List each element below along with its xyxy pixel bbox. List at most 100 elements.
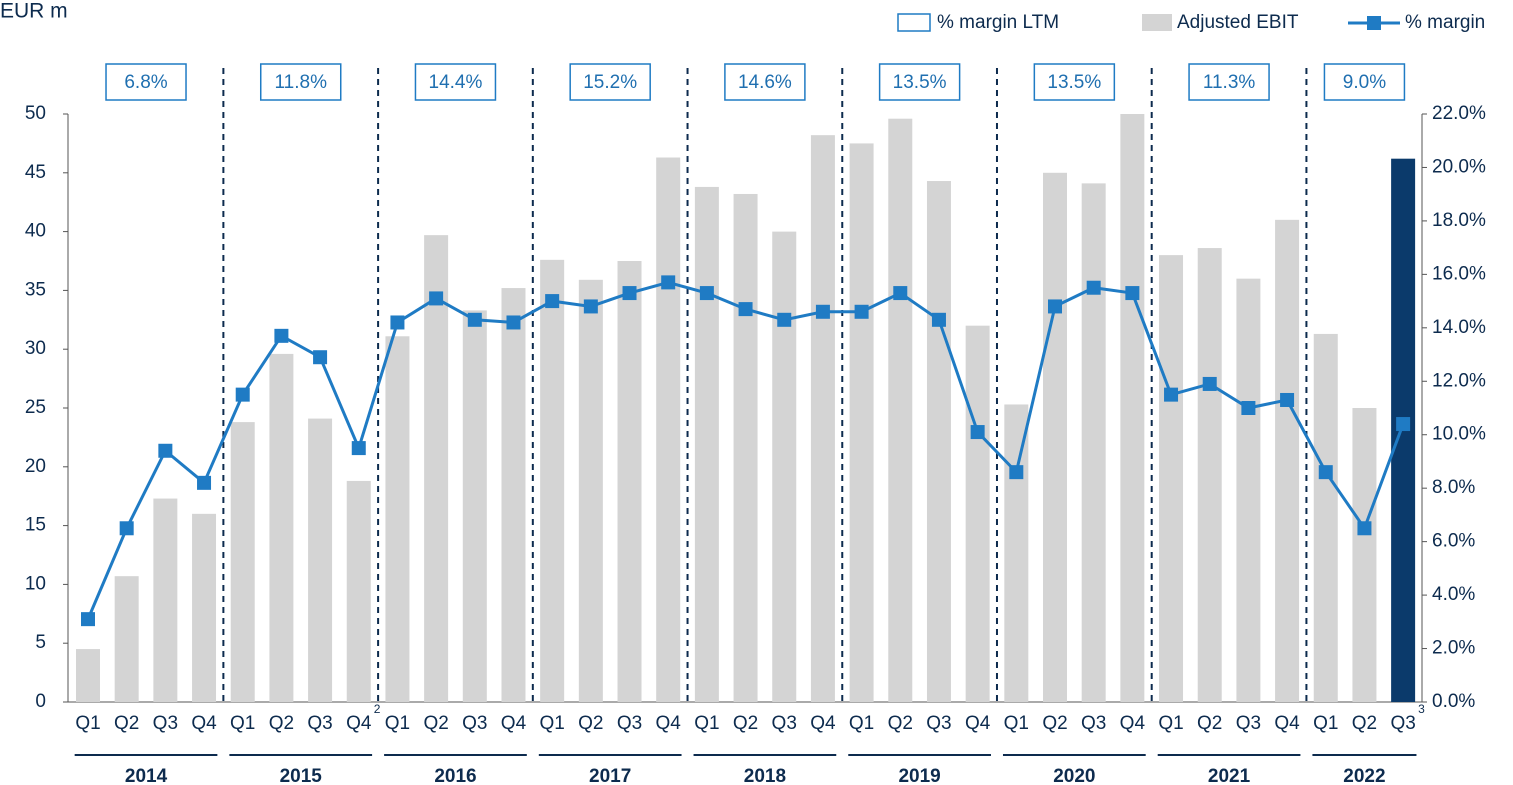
bar	[656, 157, 681, 703]
margin-marker	[235, 387, 250, 402]
margin-marker	[661, 275, 676, 290]
margin-marker	[777, 312, 792, 327]
bar	[733, 193, 758, 702]
x-tick-label: Q3	[772, 713, 797, 734]
x-tick-label: Q2	[1197, 713, 1222, 734]
x-tick-label: Q4	[656, 713, 682, 734]
ltm-box	[259, 63, 342, 101]
x-tick-label: Q4	[501, 713, 527, 734]
bar	[424, 235, 449, 703]
x-tick-label: Q1	[385, 713, 410, 734]
ltm-box	[1188, 63, 1270, 101]
margin-marker	[274, 328, 289, 343]
margin-marker	[1048, 299, 1062, 314]
y-tick-label: 25	[25, 397, 46, 418]
x-tick-label: Q3	[926, 713, 951, 734]
x-tick-label: Q1	[230, 713, 255, 734]
margin-marker	[1086, 280, 1101, 295]
bar	[540, 259, 565, 702]
margin-marker	[158, 443, 173, 458]
x-tick-label: Q4	[965, 713, 991, 734]
y2-tick-label: 10.0%	[1432, 424, 1486, 445]
x-tick-label: Q3	[1390, 713, 1415, 734]
bar	[772, 231, 797, 702]
bar	[308, 418, 333, 702]
y-tick-label: 40	[25, 221, 46, 242]
x-tick-label: Q2	[578, 713, 603, 734]
bar	[1275, 219, 1300, 702]
y2-tick-label: 12.0%	[1432, 370, 1486, 391]
year-label: 2018	[744, 766, 786, 785]
bar	[617, 261, 642, 702]
margin-marker	[506, 315, 521, 330]
x-tick-label: Q1	[75, 713, 100, 734]
bar	[1043, 172, 1067, 703]
margin-marker	[1318, 465, 1333, 480]
x-tick-label: Q3	[1236, 713, 1261, 734]
margin-marker	[351, 441, 366, 456]
year-label: 2016	[434, 766, 476, 785]
bar	[578, 279, 603, 702]
margin-marker	[1280, 392, 1295, 407]
x-tick-label: Q3	[462, 713, 487, 734]
x-tick-label: Q3	[1081, 713, 1106, 734]
bar	[1120, 114, 1145, 702]
year-label: 2015	[280, 766, 323, 785]
margin-marker	[583, 299, 598, 314]
margin-marker	[970, 425, 985, 440]
legend-label: Adjusted EBIT	[1177, 12, 1299, 33]
x-tick-label: Q4	[810, 713, 836, 734]
x-tick-label: Q3	[153, 713, 178, 734]
ltm-box	[724, 63, 806, 101]
margin-marker	[1125, 286, 1140, 301]
margin-marker	[545, 294, 560, 309]
x-tick-label: Q4	[346, 713, 372, 734]
margin-marker	[854, 304, 869, 319]
y-tick-label: 5	[35, 632, 46, 653]
ltm-label: 11.3%	[1203, 72, 1256, 93]
margin-marker	[931, 312, 946, 327]
ltm-label: 6.8%	[124, 72, 167, 93]
x-tick-label: Q4	[1120, 713, 1146, 734]
bar	[849, 143, 874, 702]
ltm-box	[1323, 63, 1406, 101]
bar	[1197, 248, 1222, 702]
x-tick-label: Q2	[114, 713, 139, 734]
x-tick-label: Q3	[307, 713, 332, 734]
y2-tick-label: 4.0%	[1432, 584, 1475, 605]
margin-marker	[467, 312, 482, 327]
ltm-label: 15.2%	[583, 72, 637, 93]
y2-tick-label: 16.0%	[1432, 263, 1486, 284]
superscript: 3	[1418, 702, 1425, 716]
margin-marker	[1202, 376, 1217, 391]
x-tick-label: Q2	[423, 713, 448, 734]
margin-marker	[81, 612, 95, 627]
y-tick-label: 15	[25, 515, 46, 536]
ltm-label: 9.0%	[1343, 72, 1386, 93]
y2-tick-label: 20.0%	[1432, 156, 1486, 177]
bar	[888, 118, 913, 703]
x-tick-label: Q1	[849, 713, 874, 734]
bar	[385, 336, 410, 702]
margin-marker	[197, 475, 212, 490]
bar	[269, 353, 294, 702]
margin-marker	[622, 286, 637, 301]
ltm-label: 11.8%	[275, 72, 328, 93]
legend-swatch-marker	[1367, 16, 1381, 30]
bar	[76, 649, 100, 702]
bar	[1313, 333, 1338, 702]
legend-swatch-ltm	[897, 13, 931, 32]
x-tick-label: Q2	[269, 713, 294, 734]
bar	[1236, 278, 1261, 702]
bar	[346, 480, 371, 702]
year-label: 2020	[1053, 766, 1095, 785]
margin-marker	[699, 286, 714, 301]
y-tick-label: 35	[25, 279, 46, 300]
y2-tick-label: 6.0%	[1432, 531, 1475, 552]
chart-title: EUR m	[0, 0, 68, 23]
legend-label: % margin LTM	[937, 12, 1059, 33]
x-tick-label: Q1	[1004, 713, 1029, 734]
margin-marker	[738, 302, 753, 317]
bar	[462, 310, 487, 702]
